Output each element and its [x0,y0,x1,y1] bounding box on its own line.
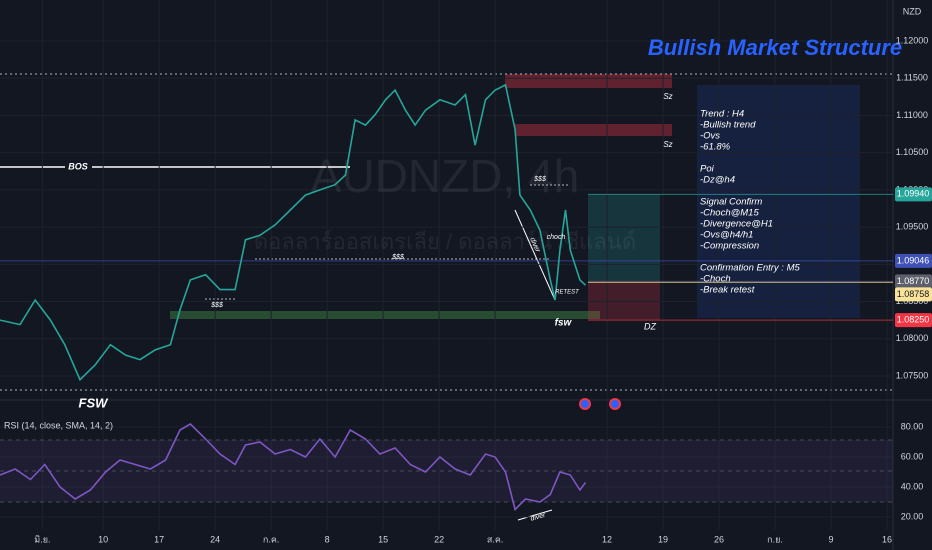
diver-line [517,509,553,521]
annotation: choch [547,234,566,241]
note-line: -Dz@h4 [700,175,735,186]
note-line: Trend : H4 [700,109,744,120]
price-label-box [895,313,932,328]
currency: NZD [903,6,922,16]
annotation: diver [530,512,547,523]
note-line: -61.8% [700,142,731,153]
price-label-box [895,253,932,268]
watermark-sub: ดอลลาร์ออสเตรเลีย / ดอลลาร์นิวซีแลนด์ [254,229,636,254]
series-line [0,83,587,382]
y-tick-label: 1.10500 [896,147,929,157]
diver-line [514,209,556,301]
annotation: RETEST [555,290,580,296]
y-tick-label: 1.11000 [896,110,928,120]
annotation: $$$ [210,302,223,309]
notes-box [697,85,860,318]
x-tick-label: 24 [210,534,220,544]
y-tick-label: 1.08000 [896,333,929,343]
annotation: fsw [555,318,573,329]
x-tick-label: 17 [154,534,164,544]
annotation: $$$ [533,176,546,183]
note-line: -Compression [700,241,759,252]
series-line [0,423,587,512]
annotation: Sz [663,140,672,149]
note-line: -Bullish trend [700,120,756,131]
note-line: -Ovs [700,131,720,142]
y-tick-label: 1.09500 [896,221,929,231]
price-label: 1.08250 [897,315,930,325]
annotation: BOS [68,161,88,171]
x-tick-label: 15 [378,534,388,544]
x-tick-label: 22 [434,534,444,544]
supply-zone [505,74,672,88]
x-tick-label: ก.ค. [263,534,279,544]
stop-box [588,281,660,320]
event-icon[interactable] [609,398,621,410]
annotation: $$$ [391,254,404,261]
demand-zone [170,311,600,319]
watermark: AUDNZD, 4h [311,150,579,202]
rsi-title: RSI (14, close, SMA, 14, 2) [4,420,113,430]
note-line: Signal Confirm [700,197,762,208]
y-tick-label: 1.12000 [896,35,929,45]
supply-zone [515,124,672,136]
note-line: Poi [700,164,715,175]
y-tick-label: 60.00 [901,451,924,461]
x-tick-label: 26 [714,534,724,544]
y-tick-label: 1.11500 [896,73,928,83]
event-icon[interactable] [579,398,591,410]
price-label-box [895,274,932,289]
y-tick-label: 40.00 [901,481,924,491]
x-tick-label: มิ.ย. [34,534,50,544]
rsi-band [0,440,893,502]
price-label: 1.08770 [897,276,930,286]
x-tick-label: ก.ย. [767,534,783,544]
x-tick-label: 10 [98,534,108,544]
chart-title: Bullish Market Structure [648,35,902,60]
x-tick-label: 9 [829,534,834,544]
note-line: -Divergence@H1 [700,219,773,230]
x-tick-label: 8 [325,534,330,544]
price-label: 1.09940 [897,189,930,199]
x-tick-label: 19 [658,534,668,544]
note-line: -Break retest [700,285,755,296]
price-label: 1.08758 [897,289,930,299]
x-tick-label: ส.ค. [487,534,504,544]
annotation: FSW [79,395,110,410]
annotation: DZ [644,321,656,331]
y-tick-label: 1.07500 [896,370,929,380]
note-line: Confirmation Entry : M5 [700,263,800,274]
y-tick-label: 80.00 [901,421,924,431]
note-line: -Choch@M15 [700,208,759,219]
note-line: -Ovs@h4/h1 [700,230,753,241]
annotation: Sz [663,92,672,101]
price-label: 1.09046 [897,255,930,265]
x-tick-label: 12 [602,534,612,544]
note-line: -Choch [700,274,731,285]
y-tick-label: 20.00 [901,511,924,521]
x-tick-label: 16 [882,534,892,544]
target-box [588,194,660,281]
price-label-box [895,287,932,302]
price-label-box [895,187,932,202]
